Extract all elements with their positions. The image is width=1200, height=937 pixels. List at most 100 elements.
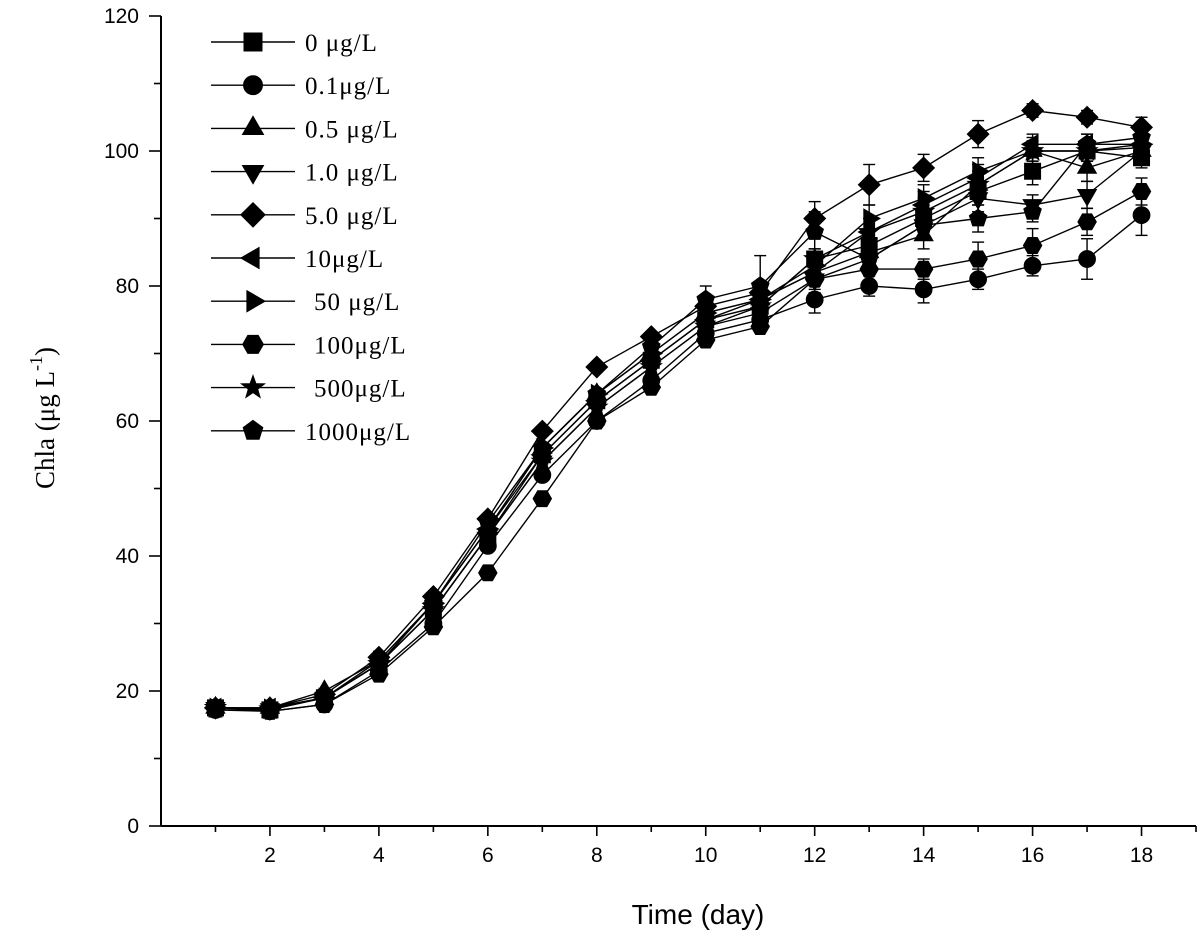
y-tick-label: 100 — [104, 140, 139, 163]
data-point — [966, 122, 990, 146]
series-line — [215, 143, 1142, 710]
data-point — [857, 173, 881, 197]
series-line — [215, 136, 1142, 709]
y-tick-label: 80 — [116, 275, 139, 298]
x-tick-label: 10 — [694, 844, 717, 867]
legend-item: 1.0 μg/L — [211, 160, 399, 187]
series-10 — [206, 126, 1151, 716]
x-ticks: 2 4 6 8 10 12 14 16 18 — [214, 826, 1197, 867]
data-point — [641, 336, 661, 355]
data-point — [912, 156, 936, 180]
data-point — [478, 564, 498, 582]
legend-label: 0.1μg/L — [305, 73, 391, 100]
legend-item: 0.1μg/L — [211, 73, 391, 100]
legend-marker — [246, 289, 267, 313]
data-point — [1076, 156, 1098, 174]
legend-label: 0.5 μg/L — [305, 116, 399, 143]
legend-label: 1000μg/L — [305, 419, 411, 446]
y-axis-title-superscript: -1 — [26, 356, 46, 371]
x-tick-label: 6 — [482, 844, 494, 867]
legend-marker — [240, 201, 266, 228]
data-point — [639, 354, 663, 377]
data-point — [1078, 250, 1096, 268]
data-point — [1077, 134, 1097, 153]
y-axis-title-main: Chla (μg L — [30, 371, 60, 489]
data-point — [424, 593, 443, 612]
data-point — [1075, 105, 1099, 129]
series-line — [215, 190, 1142, 713]
data-point — [1024, 162, 1042, 180]
data-point — [260, 698, 280, 716]
legend-item: 0.5 μg/L — [211, 115, 399, 143]
y-axis-title: Chla (μg L-1) — [26, 347, 60, 489]
data-point — [968, 250, 988, 268]
data-point — [968, 208, 988, 227]
data-point — [585, 355, 609, 379]
data-point — [1020, 138, 1045, 161]
data-point — [803, 246, 827, 269]
data-point — [1022, 237, 1043, 254]
y-axis-title-suffix: ) — [30, 347, 60, 356]
data-point — [914, 215, 933, 234]
legend-label: 1.0 μg/L — [305, 160, 399, 187]
legend-label: 0 μg/L — [305, 30, 378, 57]
x-tick-label: 12 — [803, 844, 826, 867]
legend-label: 50 μg/L — [314, 289, 400, 316]
legend-label: 10μg/L — [305, 246, 384, 273]
data-point — [641, 378, 662, 396]
x-tick-label: 2 — [264, 844, 276, 867]
series-5 — [203, 98, 1154, 720]
series-layer — [203, 98, 1154, 722]
data-point — [532, 490, 553, 508]
x-tick-label: 16 — [1021, 844, 1044, 867]
legend-item: 10μg/L — [211, 246, 384, 273]
data-point — [315, 687, 334, 706]
data-point — [1132, 206, 1151, 225]
y-tick-label: 60 — [116, 410, 139, 433]
data-point — [530, 419, 554, 443]
x-tick-label: 18 — [1130, 844, 1153, 867]
series-line — [215, 214, 1142, 713]
legend-marker — [241, 165, 265, 185]
x-tick-label: 4 — [373, 844, 385, 867]
data-point — [1021, 98, 1045, 123]
data-point — [913, 260, 934, 278]
legend-item: 1000μg/L — [211, 419, 411, 446]
y-tick-label: 120 — [104, 5, 139, 28]
data-point — [859, 249, 879, 267]
legend-item: 500μg/L — [211, 374, 407, 403]
data-point — [206, 698, 225, 716]
x-tick-label: 8 — [591, 844, 603, 867]
data-point — [696, 289, 716, 308]
data-point — [694, 314, 718, 337]
y-tick-label: 0 — [127, 815, 139, 838]
data-point — [1023, 201, 1042, 220]
legend-label: 100μg/L — [314, 332, 407, 359]
legend-item: 0 μg/L — [211, 30, 378, 57]
series-line — [215, 109, 1142, 709]
data-point — [804, 270, 825, 288]
legend-marker — [243, 75, 263, 96]
data-point — [585, 395, 609, 418]
legend-label: 500μg/L — [314, 376, 407, 403]
y-ticks: 0 20 40 60 80 100 120 — [104, 5, 161, 838]
data-point — [533, 438, 552, 456]
x-axis-title: Time (day) — [632, 899, 765, 930]
legend-item: 50 μg/L — [211, 289, 400, 316]
data-point — [750, 318, 770, 335]
data-point — [476, 523, 500, 546]
data-point — [423, 618, 444, 636]
legend-item: 100μg/L — [211, 332, 407, 359]
data-point — [369, 654, 389, 672]
data-point — [805, 222, 824, 240]
x-tick-label: 14 — [912, 844, 936, 867]
legend: 0 μg/L 0.1μg/L 0.5 μg/L 1.0 μg/L 5.0 μg/L 10μ… — [211, 30, 411, 446]
legend-marker — [241, 115, 265, 135]
data-point — [914, 280, 933, 299]
series-2 — [206, 194, 1151, 721]
legend-item: 5.0 μg/L — [211, 201, 398, 230]
legend-marker — [242, 334, 264, 354]
legend-marker — [239, 246, 260, 270]
